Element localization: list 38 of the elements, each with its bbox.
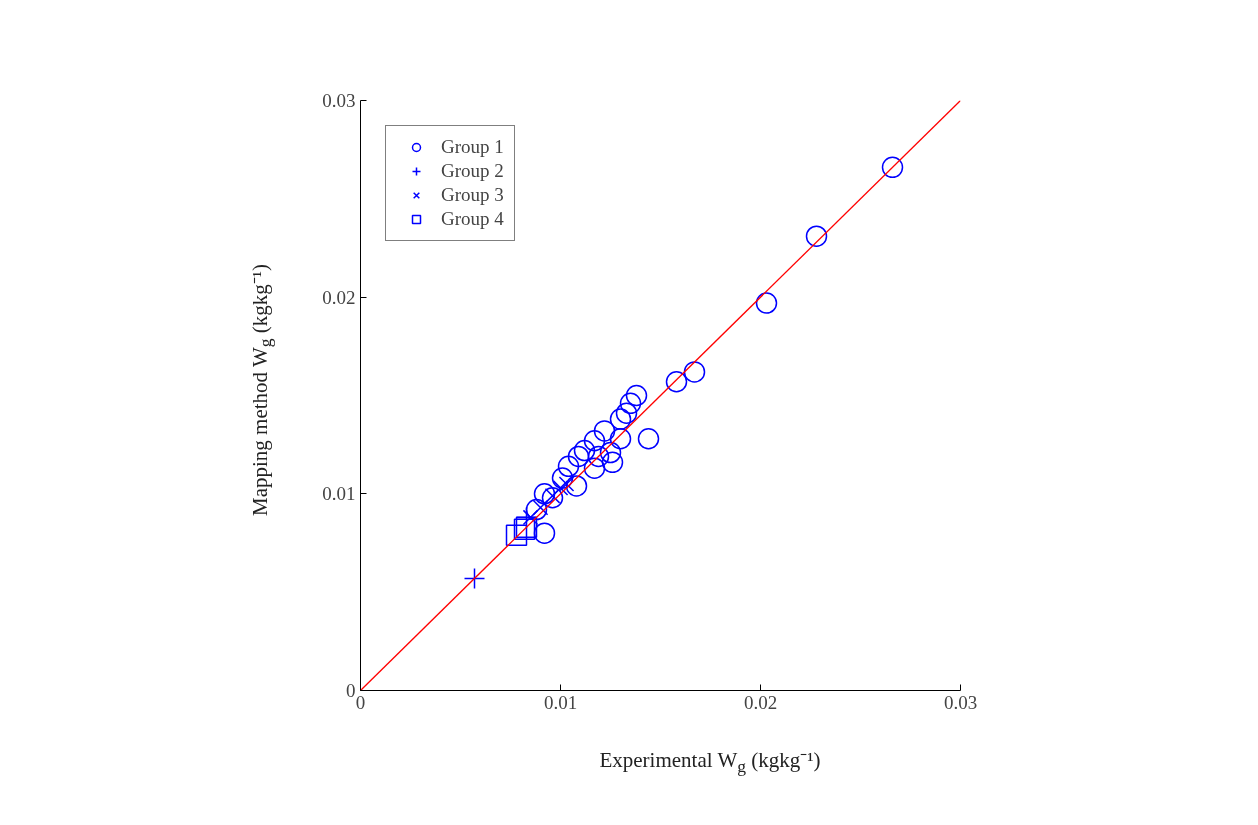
x-tick-label: 0.03 [943, 691, 978, 713]
point [573, 439, 596, 462]
point [609, 428, 632, 450]
point [541, 487, 564, 509]
point [619, 392, 642, 415]
point [665, 371, 688, 393]
legend-label: Group 4 [441, 208, 504, 230]
point [551, 467, 574, 489]
y-tick-label: 0.02 [322, 286, 356, 308]
point [587, 445, 610, 468]
legend-label: Group 2 [441, 160, 504, 182]
point [881, 156, 904, 179]
legend-label: Group 3 [441, 184, 504, 206]
point [615, 402, 638, 424]
point [625, 384, 648, 407]
point [463, 567, 486, 590]
point [755, 292, 778, 314]
point [505, 524, 528, 546]
point [609, 408, 632, 430]
point [583, 430, 606, 452]
x-tick-label: 0.02 [743, 691, 778, 713]
point [583, 457, 606, 479]
point [525, 498, 548, 521]
y-tick-label: 0.03 [322, 90, 356, 111]
x-tick-label: 0.01 [543, 691, 578, 713]
point [601, 451, 624, 474]
point [593, 420, 616, 442]
point [599, 441, 622, 464]
point [565, 475, 588, 497]
y-tick-label: 0.01 [322, 483, 356, 505]
point [683, 361, 706, 383]
legend-label: Group 1 [441, 136, 504, 158]
point [533, 522, 556, 544]
point [805, 225, 828, 247]
point [557, 455, 580, 478]
point [567, 445, 590, 468]
point [637, 428, 660, 450]
x-axis-title: Experimental W$_{g}$ (kgkg⁻¹) [599, 747, 821, 779]
